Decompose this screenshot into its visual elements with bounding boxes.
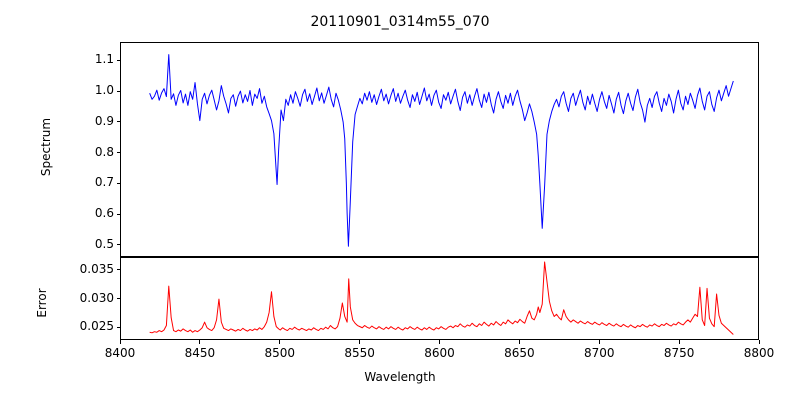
xtick-mark-8550 xyxy=(359,340,361,344)
error-line xyxy=(149,261,734,335)
spectrum-ytick-0.5: 0.5 xyxy=(94,236,114,251)
spectrum-ytick-0.7: 0.7 xyxy=(94,175,114,190)
xtick-mark-8650 xyxy=(518,340,520,344)
xtick-mark-8400 xyxy=(119,340,121,344)
page-title: 20110901_0314m55_070 xyxy=(310,14,490,30)
spectrum-ytick-1.0: 1.0 xyxy=(94,83,114,98)
xtick-8750: 8750 xyxy=(663,346,695,360)
error-ytick-0.025: 0.025 xyxy=(79,319,114,334)
y-axis-label-spectrum: Spectrum xyxy=(39,117,53,177)
xtick-8800: 8800 xyxy=(743,346,775,360)
xtick-8500: 8500 xyxy=(264,346,296,360)
spectrum-ytick-mark-0.9 xyxy=(116,121,120,123)
xtick-mark-8450 xyxy=(199,340,201,344)
y-axis-label-error: Error xyxy=(35,288,49,318)
spectrum-ytick-0.9: 0.9 xyxy=(94,113,114,128)
spectrum-ytick-mark-0.8 xyxy=(116,152,120,154)
error-ytick-mark-0.025 xyxy=(116,326,120,328)
error-ytick-0.030: 0.030 xyxy=(79,290,114,305)
xtick-8650: 8650 xyxy=(504,346,535,360)
xtick-8700: 8700 xyxy=(583,346,615,360)
xtick-mark-8750 xyxy=(678,340,680,344)
xtick-8550: 8550 xyxy=(344,346,375,360)
spectrum-ytick-0.8: 0.8 xyxy=(94,144,114,159)
spectrum-line xyxy=(149,54,734,247)
x-axis-label: Wavelength xyxy=(364,370,436,384)
spectrum-ytick-0.6: 0.6 xyxy=(94,206,114,220)
spectrum-plot-area xyxy=(149,54,734,247)
spectrum-axes xyxy=(120,42,759,257)
xtick-mark-8700 xyxy=(598,340,600,344)
xtick-8400: 8400 xyxy=(104,346,136,360)
error-plot-area xyxy=(149,261,734,335)
xtick-mark-8600 xyxy=(439,340,441,344)
xtick-8450: 8450 xyxy=(184,346,216,360)
spectrum-ytick-1.1: 1.1 xyxy=(94,52,114,67)
xtick-8600: 8600 xyxy=(424,346,455,360)
xtick-mark-8500 xyxy=(279,340,281,344)
error-ytick-mark-0.035 xyxy=(116,269,120,271)
error-ytick-0.035: 0.035 xyxy=(79,261,114,276)
spectrum-ytick-mark-0.6 xyxy=(116,213,120,215)
error-ytick-mark-0.030 xyxy=(116,298,120,300)
spectrum-ytick-mark-1.0 xyxy=(116,90,120,92)
spectrum-ytick-mark-0.7 xyxy=(116,182,120,184)
xtick-mark-8800 xyxy=(758,340,760,344)
spectrum-ytick-mark-1.1 xyxy=(116,59,120,62)
spectrum-ytick-mark-0.5 xyxy=(116,244,120,246)
error-axes xyxy=(120,257,759,340)
